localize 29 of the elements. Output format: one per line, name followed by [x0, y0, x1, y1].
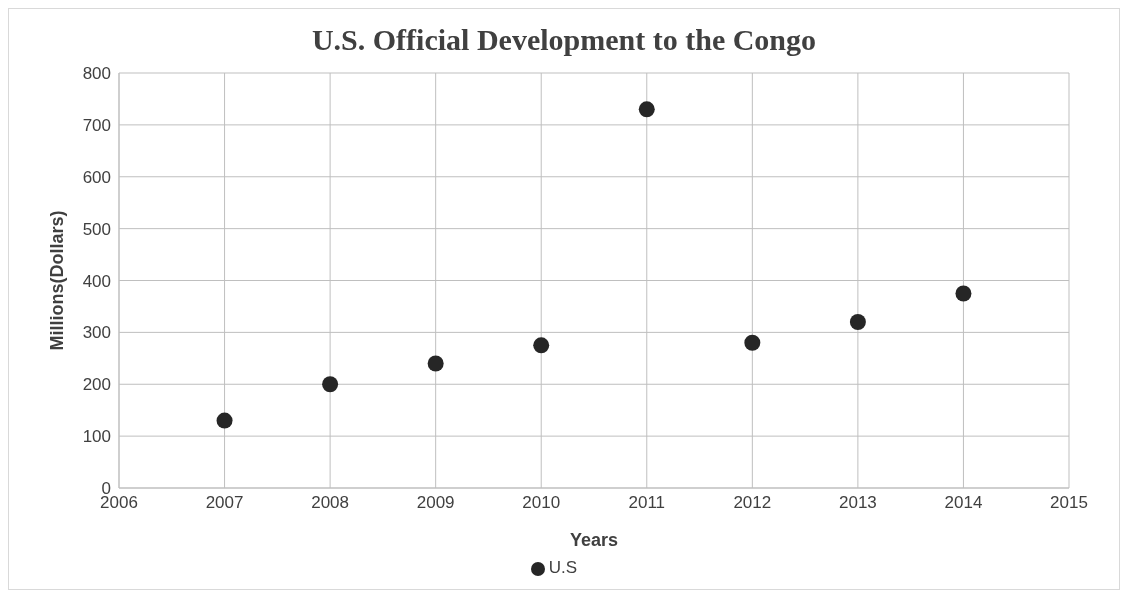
y-tick-label: 400 — [82, 271, 111, 291]
x-tick-label: 2009 — [416, 493, 455, 513]
y-tick-label: 800 — [82, 64, 111, 84]
x-tick-label: 2012 — [733, 493, 772, 513]
y-tick-label: 600 — [82, 167, 111, 187]
legend-label: U.S — [548, 558, 578, 577]
point — [849, 314, 866, 330]
point — [744, 334, 761, 351]
y-axis-title: Millions(Dollars) — [47, 210, 68, 351]
x-tick-label: 2014 — [944, 493, 983, 513]
y-tick-label: 100 — [82, 427, 111, 447]
x-tick-label: 2007 — [205, 493, 244, 513]
x-tick-label: 2013 — [838, 493, 877, 513]
y-tick-label: 300 — [82, 323, 111, 343]
x-tick-label: 2015 — [1050, 493, 1088, 513]
point — [638, 101, 655, 118]
x-tick-label: 2011 — [628, 493, 666, 513]
x-tick-label: 2008 — [311, 493, 350, 513]
point — [322, 376, 339, 393]
point — [533, 337, 550, 354]
point — [955, 285, 972, 302]
point — [216, 412, 233, 429]
y-tick-label: 700 — [82, 115, 111, 135]
x-tick-label: 2010 — [522, 493, 561, 513]
chart-title: U.S. Official Development to the Congo — [310, 23, 818, 58]
x-axis-title: Years — [569, 530, 619, 550]
y-tick-label: 500 — [82, 219, 111, 239]
y-tick-label: 200 — [82, 375, 111, 395]
point — [427, 355, 444, 372]
